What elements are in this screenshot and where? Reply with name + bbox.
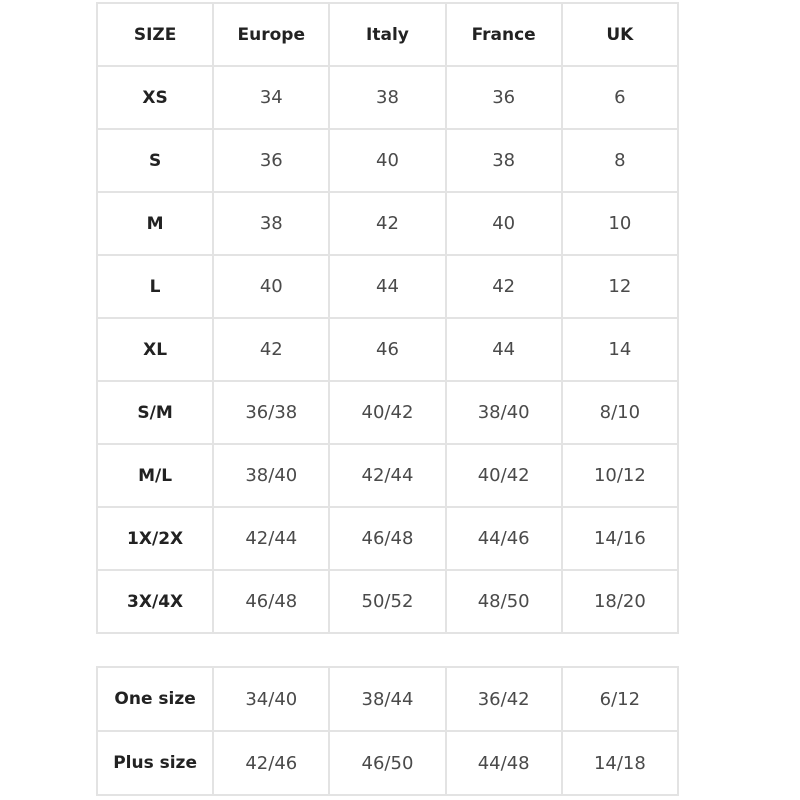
size-value-cell: 36 bbox=[212, 128, 331, 193]
size-value-cell: 42/46 bbox=[212, 730, 331, 796]
size-label-cell: L bbox=[95, 254, 215, 319]
size-value-cell: 14/16 bbox=[560, 506, 680, 571]
one-plus-size-table: One size 34/40 38/44 36/42 6/12 Plus size 42/4… bbox=[95, 666, 680, 796]
column-header: Europe bbox=[212, 2, 331, 67]
size-value-cell: 36/38 bbox=[212, 380, 331, 445]
size-value-cell: 14 bbox=[560, 317, 680, 382]
size-value-cell: 10 bbox=[560, 191, 680, 256]
size-value-cell: 40/42 bbox=[444, 443, 563, 508]
table-row: 3X/4X 46/48 50/52 48/50 18/20 bbox=[95, 569, 680, 634]
size-label-cell: Plus size bbox=[95, 730, 215, 796]
table-row: XS 34 38 36 6 bbox=[95, 65, 680, 130]
table-row: Plus size 42/46 46/50 44/48 14/18 bbox=[95, 730, 680, 796]
size-value-cell: 42 bbox=[328, 191, 447, 256]
size-label-cell: S bbox=[95, 128, 215, 193]
table-row: S 36 40 38 8 bbox=[95, 128, 680, 193]
size-label-cell: M/L bbox=[95, 443, 215, 508]
column-header: UK bbox=[560, 2, 680, 67]
size-value-cell: 48/50 bbox=[444, 569, 563, 634]
size-value-cell: 46 bbox=[328, 317, 447, 382]
size-value-cell: 6/12 bbox=[560, 666, 680, 732]
table-row: L 40 44 42 12 bbox=[95, 254, 680, 319]
size-value-cell: 38 bbox=[444, 128, 563, 193]
size-label-cell: 3X/4X bbox=[95, 569, 215, 634]
size-label-cell: S/M bbox=[95, 380, 215, 445]
size-value-cell: 46/48 bbox=[328, 506, 447, 571]
size-value-cell: 44 bbox=[328, 254, 447, 319]
size-value-cell: 40 bbox=[328, 128, 447, 193]
table-row: M/L 38/40 42/44 40/42 10/12 bbox=[95, 443, 680, 508]
size-value-cell: 44/48 bbox=[444, 730, 563, 796]
table-row: XL 42 46 44 14 bbox=[95, 317, 680, 382]
column-header: France bbox=[444, 2, 563, 67]
size-value-cell: 40/42 bbox=[328, 380, 447, 445]
size-label-cell: M bbox=[95, 191, 215, 256]
table-row: 1X/2X 42/44 46/48 44/46 14/16 bbox=[95, 506, 680, 571]
size-value-cell: 42 bbox=[212, 317, 331, 382]
size-value-cell: 44/46 bbox=[444, 506, 563, 571]
size-value-cell: 42/44 bbox=[328, 443, 447, 508]
size-label-cell: One size bbox=[95, 666, 215, 732]
size-value-cell: 46/50 bbox=[328, 730, 447, 796]
size-value-cell: 34 bbox=[212, 65, 331, 130]
size-value-cell: 12 bbox=[560, 254, 680, 319]
size-value-cell: 46/48 bbox=[212, 569, 331, 634]
size-value-cell: 38 bbox=[212, 191, 331, 256]
table-row: M 38 42 40 10 bbox=[95, 191, 680, 256]
column-header: Italy bbox=[328, 2, 447, 67]
size-value-cell: 36 bbox=[444, 65, 563, 130]
size-value-cell: 6 bbox=[560, 65, 680, 130]
size-value-cell: 10/12 bbox=[560, 443, 680, 508]
size-label-cell: XS bbox=[95, 65, 215, 130]
size-value-cell: 38 bbox=[328, 65, 447, 130]
size-value-cell: 40 bbox=[444, 191, 563, 256]
size-value-cell: 40 bbox=[212, 254, 331, 319]
size-value-cell: 18/20 bbox=[560, 569, 680, 634]
size-value-cell: 38/40 bbox=[212, 443, 331, 508]
size-value-cell: 38/44 bbox=[328, 666, 447, 732]
table-row: S/M 36/38 40/42 38/40 8/10 bbox=[95, 380, 680, 445]
size-value-cell: 42 bbox=[444, 254, 563, 319]
size-value-cell: 34/40 bbox=[212, 666, 331, 732]
size-chart-table: SIZE Europe Italy France UK XS 34 38 36 6 S 36 40 38 8… bbox=[95, 2, 680, 634]
size-value-cell: 44 bbox=[444, 317, 563, 382]
size-value-cell: 14/18 bbox=[560, 730, 680, 796]
column-header: SIZE bbox=[95, 2, 215, 67]
size-value-cell: 50/52 bbox=[328, 569, 447, 634]
size-label-cell: XL bbox=[95, 317, 215, 382]
header-row: SIZE Europe Italy France UK bbox=[95, 2, 680, 67]
table-row: One size 34/40 38/44 36/42 6/12 bbox=[95, 666, 680, 732]
size-value-cell: 42/44 bbox=[212, 506, 331, 571]
size-label-cell: 1X/2X bbox=[95, 506, 215, 571]
size-value-cell: 38/40 bbox=[444, 380, 563, 445]
size-value-cell: 8/10 bbox=[560, 380, 680, 445]
size-value-cell: 36/42 bbox=[444, 666, 563, 732]
size-value-cell: 8 bbox=[560, 128, 680, 193]
